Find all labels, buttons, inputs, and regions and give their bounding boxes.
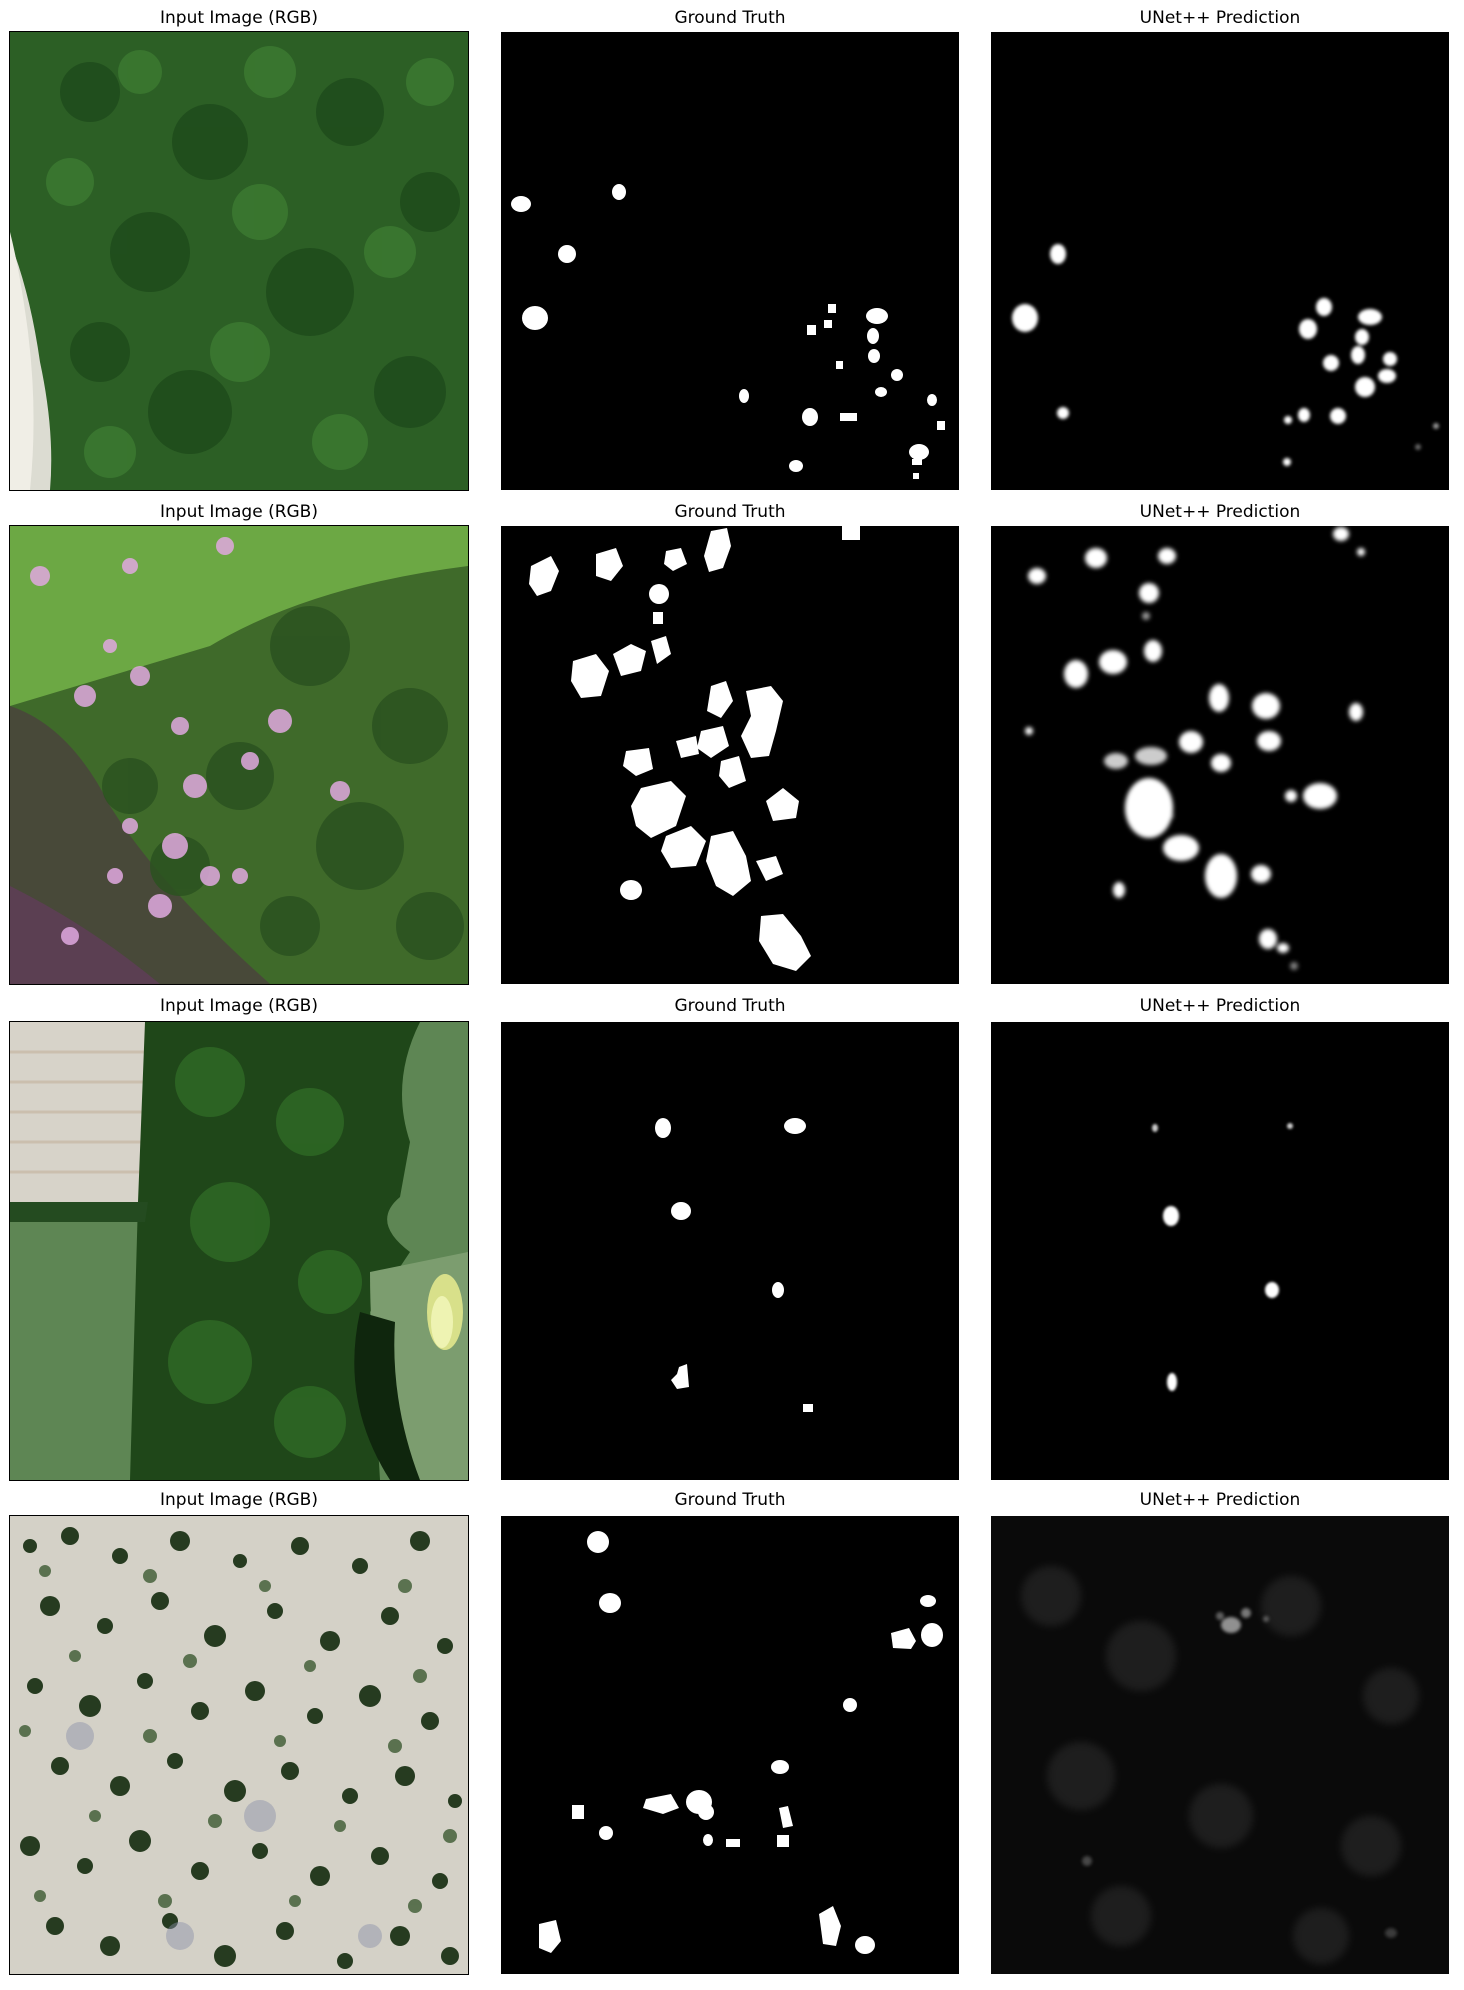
row1-pred-title: UNet++ Prediction (1139, 8, 1301, 28)
row4-gt-title: Ground Truth (674, 1490, 786, 1510)
row1-gt-title: Ground Truth (674, 8, 786, 28)
row2-input-image (9, 525, 469, 985)
row4-input-title: Input Image (RGB) (160, 1490, 318, 1510)
row4-input-image (9, 1515, 469, 1975)
row3-gt-title: Ground Truth (674, 996, 786, 1016)
row3-pred-title: UNet++ Prediction (1139, 996, 1301, 1016)
row3-input-title: Input Image (RGB) (160, 996, 318, 1016)
row2-pred-title: UNet++ Prediction (1139, 502, 1301, 522)
row4-prediction-mask (991, 1516, 1449, 1974)
row3-prediction-mask (991, 1022, 1449, 1480)
row1-input-title: Input Image (RGB) (160, 8, 318, 28)
row3-ground-truth-mask (501, 1022, 959, 1480)
row4-ground-truth-mask (501, 1516, 959, 1974)
row2-ground-truth-mask (501, 526, 959, 984)
row2-input-title: Input Image (RGB) (160, 502, 318, 522)
row1-ground-truth-mask (501, 32, 959, 490)
row1-input-image (9, 31, 469, 491)
row4-pred-title: UNet++ Prediction (1139, 1490, 1301, 1510)
row3-input-image (9, 1021, 469, 1481)
row1-prediction-mask (991, 32, 1449, 490)
row2-prediction-mask (991, 526, 1449, 984)
row2-gt-title: Ground Truth (674, 502, 786, 522)
